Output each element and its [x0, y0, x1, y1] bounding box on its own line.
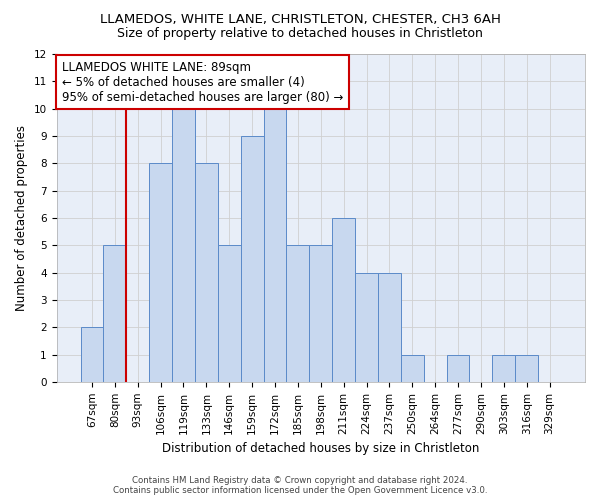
Bar: [172, 108, 195, 382]
Bar: [103, 245, 127, 382]
Bar: [218, 245, 241, 382]
Text: LLAMEDOS, WHITE LANE, CHRISTLETON, CHESTER, CH3 6AH: LLAMEDOS, WHITE LANE, CHRISTLETON, CHEST…: [100, 12, 500, 26]
Bar: [80, 327, 103, 382]
Bar: [241, 136, 263, 382]
Bar: [149, 164, 172, 382]
Bar: [332, 218, 355, 382]
Text: Contains HM Land Registry data © Crown copyright and database right 2024.
Contai: Contains HM Land Registry data © Crown c…: [113, 476, 487, 495]
Bar: [263, 108, 286, 382]
Bar: [493, 354, 515, 382]
Text: LLAMEDOS WHITE LANE: 89sqm
← 5% of detached houses are smaller (4)
95% of semi-d: LLAMEDOS WHITE LANE: 89sqm ← 5% of detac…: [62, 60, 343, 104]
Bar: [286, 245, 310, 382]
Bar: [446, 354, 469, 382]
Bar: [195, 164, 218, 382]
Bar: [401, 354, 424, 382]
Y-axis label: Number of detached properties: Number of detached properties: [15, 125, 28, 311]
Bar: [355, 272, 378, 382]
Bar: [310, 245, 332, 382]
Bar: [378, 272, 401, 382]
Text: Size of property relative to detached houses in Christleton: Size of property relative to detached ho…: [117, 28, 483, 40]
X-axis label: Distribution of detached houses by size in Christleton: Distribution of detached houses by size …: [162, 442, 479, 455]
Bar: [515, 354, 538, 382]
